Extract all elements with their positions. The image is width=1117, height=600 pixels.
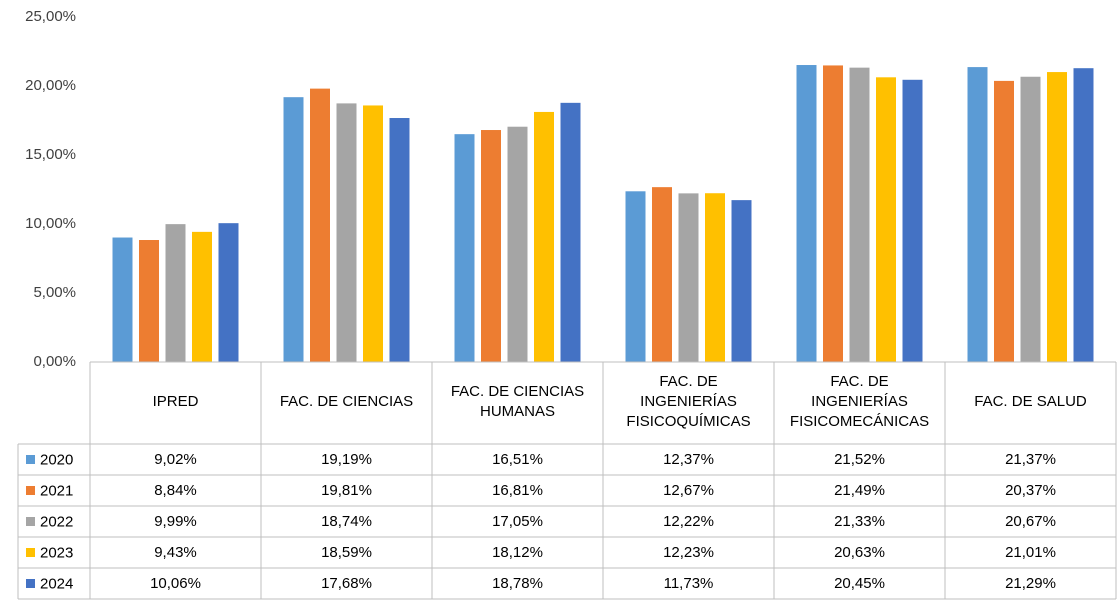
y-tick-label: 10,00% [25,215,76,232]
x-tick-label: IPRED [152,393,199,410]
x-tick-label: FAC. DE CIENCIAS HUMANAS [450,383,585,420]
bar [139,240,159,362]
bar [454,134,475,362]
bar [705,193,725,362]
data-label: 12,67% [663,481,714,499]
data-label: 16,81% [492,481,543,499]
bar [336,103,357,362]
bar [363,105,383,362]
bar [310,88,330,362]
bar [389,118,410,363]
data-label: 17,05% [492,512,543,530]
legend-swatch [26,579,35,588]
legend-label: 2023 [40,544,73,561]
data-label: 20,45% [834,574,885,592]
y-tick-label: 0,00% [33,353,76,370]
x-tick-label: FAC. DE INGENIERÍAS FISICOMECÁNICAS [789,373,930,430]
data-label: 21,49% [834,481,885,499]
x-tick-label: FAC. DE SALUD [974,393,1087,410]
y-tick-label: 5,00% [33,284,76,301]
data-label: 9,02% [154,450,197,468]
bar [112,237,133,362]
data-label: 21,01% [1005,543,1056,561]
bar [731,200,752,362]
data-label: 9,99% [154,512,197,530]
bar [165,224,186,362]
data-label: 12,23% [663,543,714,561]
data-label: 12,37% [663,450,714,468]
data-label: 18,12% [492,543,543,561]
legend-swatch [26,517,35,526]
data-label: 20,63% [834,543,885,561]
legend-swatch [26,548,35,557]
bar [967,67,988,363]
bar [652,187,672,362]
bar [902,79,923,362]
bar [534,111,554,362]
bar [283,97,304,362]
data-label: 20,37% [1005,481,1056,499]
data-label: 21,33% [834,512,885,530]
bar [1073,68,1094,362]
bar [796,65,817,363]
data-label: 21,52% [834,450,885,468]
data-label: 18,59% [321,543,372,561]
bar [218,223,239,362]
data-label: 9,43% [154,543,197,561]
data-label: 20,67% [1005,512,1056,530]
bar [994,80,1014,363]
data-label: 19,81% [321,481,372,499]
y-tick-label: 15,00% [25,146,76,163]
bar [192,231,212,362]
bar [876,77,896,362]
legend-swatch [26,455,35,464]
x-tick-label: FAC. DE INGENIERÍAS FISICOQUÍMICAS [626,373,751,430]
legend-label: 2020 [40,451,73,468]
data-label: 17,68% [321,574,372,592]
legend-swatch [26,486,35,495]
data-label: 21,37% [1005,450,1056,468]
data-label: 19,19% [321,450,372,468]
legend-label: 2022 [40,513,73,530]
bar [1020,76,1041,362]
bar [625,191,646,362]
x-tick-label: FAC. DE CIENCIAS [279,393,414,410]
bar [560,102,581,362]
bar [1047,72,1067,362]
data-label: 18,74% [321,512,372,530]
data-label: 21,29% [1005,574,1056,592]
data-label: 18,78% [492,574,543,592]
bar [849,67,870,363]
bar [507,126,528,363]
bar [823,65,843,363]
data-label: 8,84% [154,481,197,499]
legend-label: 2021 [40,482,73,499]
data-label: 10,06% [150,574,201,592]
y-tick-label: 20,00% [25,77,76,94]
legend-label: 2024 [40,575,73,592]
data-label: 11,73% [663,574,714,592]
data-label: 16,51% [492,450,543,468]
bar [678,193,699,362]
bar [481,130,501,362]
data-label: 12,22% [663,512,714,530]
y-tick-label: 25,00% [25,8,76,25]
